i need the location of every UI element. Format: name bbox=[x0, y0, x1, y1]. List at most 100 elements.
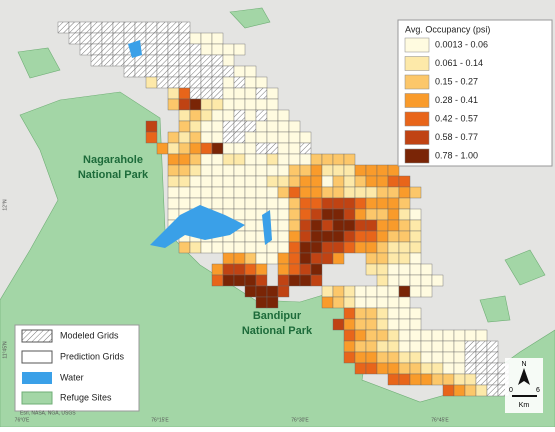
grid-cell bbox=[277, 263, 290, 276]
grid-cell bbox=[178, 54, 191, 67]
grid-cell bbox=[420, 263, 433, 276]
grid-cell bbox=[222, 109, 235, 122]
grid-cell bbox=[222, 175, 235, 188]
grid-cell bbox=[211, 54, 224, 67]
grid-cell bbox=[145, 120, 158, 133]
grid-cell bbox=[332, 164, 345, 177]
grid-cell bbox=[299, 263, 312, 276]
grid-cell bbox=[101, 43, 114, 56]
grid-cell bbox=[167, 54, 180, 67]
grid-cell bbox=[288, 186, 301, 199]
grid-cell bbox=[244, 263, 257, 276]
grid-cell bbox=[387, 219, 400, 232]
grid-cell bbox=[387, 307, 400, 320]
grid-cell bbox=[398, 340, 411, 353]
grid-cell bbox=[376, 241, 389, 254]
legend-swatch bbox=[404, 56, 430, 71]
grid-cell bbox=[299, 186, 312, 199]
legend-swatch bbox=[404, 74, 430, 90]
legend-swatch bbox=[404, 111, 430, 127]
grid-cell bbox=[189, 65, 202, 78]
grid-cell bbox=[387, 230, 400, 243]
grid-cell bbox=[233, 197, 246, 210]
grid-cell bbox=[332, 197, 345, 210]
grid-cell bbox=[222, 274, 235, 287]
grid-cell bbox=[134, 65, 147, 78]
grid-cell bbox=[431, 373, 444, 386]
grid-cell bbox=[332, 285, 345, 298]
grid-cell bbox=[211, 175, 224, 188]
grid-cell bbox=[211, 274, 224, 287]
grid-cell bbox=[464, 384, 477, 397]
grid-cell bbox=[409, 208, 422, 221]
legend-label: 0.42 - 0.57 bbox=[435, 113, 478, 123]
grid-cell bbox=[222, 164, 235, 177]
grid-cell bbox=[332, 153, 345, 166]
grid-cell bbox=[398, 285, 411, 298]
grid-cell bbox=[233, 263, 246, 276]
grid-cell bbox=[354, 175, 367, 188]
grid-cell bbox=[211, 65, 224, 78]
grid-cell bbox=[233, 186, 246, 199]
grid-cell bbox=[255, 164, 268, 177]
grid-cell bbox=[189, 131, 202, 144]
grid-cell bbox=[332, 175, 345, 188]
attribution: Esri, NASA, NGA, USGS bbox=[20, 410, 76, 416]
scale-unit: Km bbox=[519, 402, 530, 409]
grid-cell bbox=[156, 142, 169, 155]
grid-cell bbox=[266, 120, 279, 133]
grid-cell bbox=[233, 120, 246, 133]
grid-cell bbox=[332, 252, 345, 265]
grid-cell bbox=[156, 54, 169, 67]
grid-cell bbox=[189, 109, 202, 122]
grid-cell bbox=[321, 175, 334, 188]
grid-cell bbox=[398, 373, 411, 386]
grid-cell bbox=[376, 296, 389, 309]
grid-cell bbox=[354, 340, 367, 353]
grid-cell bbox=[398, 252, 411, 265]
grid-cell bbox=[178, 186, 191, 199]
legend-label: 0.061 - 0.14 bbox=[435, 58, 483, 68]
grid-cell bbox=[409, 186, 422, 199]
grid-cell bbox=[244, 285, 257, 298]
grid-cell bbox=[288, 208, 301, 221]
grid-cell bbox=[354, 296, 367, 309]
grid-cell bbox=[387, 197, 400, 210]
grid-cell bbox=[266, 252, 279, 265]
park-label: National Park bbox=[242, 325, 313, 337]
grid-cell bbox=[354, 186, 367, 199]
park-label: Nagarahole bbox=[83, 154, 143, 166]
grid-cell bbox=[156, 43, 169, 56]
grid-cell bbox=[431, 274, 444, 287]
grid-cell bbox=[299, 274, 312, 287]
grid-cell bbox=[354, 208, 367, 221]
grid-cell bbox=[57, 21, 70, 34]
grid-cell bbox=[266, 98, 279, 111]
grid-cell bbox=[167, 153, 180, 166]
grid-cell bbox=[420, 274, 433, 287]
grid-cell bbox=[255, 131, 268, 144]
grid-cell bbox=[145, 43, 158, 56]
grid-cell bbox=[255, 142, 268, 155]
grid-cell bbox=[277, 285, 290, 298]
grid-cell bbox=[255, 252, 268, 265]
grid-cell bbox=[145, 54, 158, 67]
grid-cell bbox=[244, 230, 257, 243]
grid-cell bbox=[189, 87, 202, 100]
grid-cell bbox=[453, 340, 466, 353]
grid-cell bbox=[431, 329, 444, 342]
grid-cell bbox=[343, 351, 356, 364]
grid-cell bbox=[211, 241, 224, 254]
grid-cell bbox=[453, 351, 466, 364]
grid-cell bbox=[244, 219, 257, 232]
grid-cell bbox=[68, 21, 81, 34]
swatch bbox=[21, 350, 53, 364]
grid-cell bbox=[409, 307, 422, 320]
grid-cell bbox=[387, 175, 400, 188]
grid-cell bbox=[310, 153, 323, 166]
grid-cell bbox=[310, 241, 323, 254]
coord-label: 76°45'E bbox=[431, 417, 449, 423]
grid-cell bbox=[332, 241, 345, 254]
grid-cell bbox=[255, 197, 268, 210]
grid-cell bbox=[343, 208, 356, 221]
